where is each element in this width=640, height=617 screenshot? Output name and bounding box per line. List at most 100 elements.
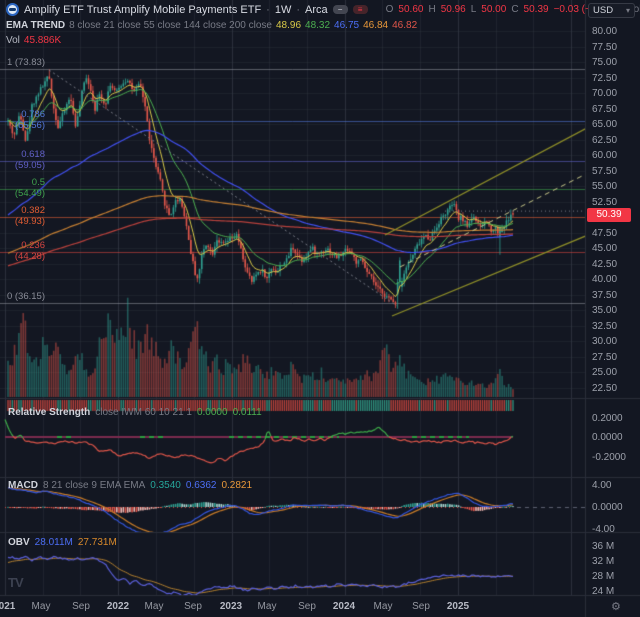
symbol-logo-icon <box>6 3 19 16</box>
rs-value-2: 0.0111 <box>232 407 262 418</box>
macd-params: 8 21 close 9 EMA EMA <box>43 480 146 491</box>
settings-gear-icon[interactable]: ⚙ <box>611 601 621 613</box>
price-tick: 42.50 <box>592 258 618 270</box>
price-tick: 25.00 <box>592 367 618 378</box>
rs-tick: -0.2000 <box>592 451 626 463</box>
interval-label[interactable]: 1W <box>274 3 292 16</box>
price-tick: 35.00 <box>592 305 618 316</box>
macd-tick: 0.0000 <box>592 502 623 513</box>
ema-trend-title: EMA TREND <box>6 20 66 31</box>
price-tick: 70.00 <box>592 88 618 99</box>
rs-title: Relative Strength <box>8 407 91 418</box>
legend-flag-icon[interactable]: ≡ <box>352 5 368 14</box>
low-label: L <box>470 4 477 15</box>
time-axis-label[interactable]: May <box>144 601 164 612</box>
time-axis-label[interactable]: May <box>257 601 277 612</box>
currency-dropdown[interactable]: USD ▾ <box>588 3 635 18</box>
time-axis-label[interactable]: 2022 <box>106 601 130 612</box>
macd-value-signal: 0.2821 <box>221 480 253 491</box>
price-tick: 60.00 <box>592 150 618 161</box>
price-tick: 55.00 <box>592 181 618 192</box>
price-tick: 65.00 <box>592 119 618 130</box>
high-label: H <box>428 4 436 15</box>
price-tick: 45.00 <box>592 243 618 254</box>
ema-value: 48.96 <box>275 20 302 31</box>
price-tick: 30.00 <box>592 336 618 347</box>
obv-tick: 24 M <box>592 586 615 597</box>
price-tick: 75.00 <box>592 57 618 68</box>
fib-level-label: 0.786 (65.56) <box>14 108 45 131</box>
ema-value: 48.32 <box>305 20 331 31</box>
macd-pane-legend: MACD 8 21 close 9 EMA EMA 0.3540 0.6362 … <box>8 480 252 491</box>
macd-title: MACD <box>8 480 38 491</box>
fib-level-label: 0.5 (54.49) <box>14 177 45 200</box>
price-tick: 22.50 <box>592 382 618 394</box>
price-tick: 52.50 <box>592 196 618 208</box>
rs-tick: 0.0000 <box>592 432 623 443</box>
ema-trend-values: 48.96 48.32 46.75 46.84 46.82 <box>276 20 421 31</box>
time-axis-label[interactable]: 021 <box>0 601 16 612</box>
time-axis-label[interactable]: May <box>373 601 393 612</box>
price-tick: 72.50 <box>592 72 618 84</box>
rs-params: close IWM 60 10 21 1 <box>95 407 192 418</box>
legend-minus-icon[interactable]: − <box>332 5 348 14</box>
obv-pane-legend: OBV 28.011M 27.731M <box>8 537 117 548</box>
vol-indicator-value: 45.886K <box>23 35 62 46</box>
macd-value-hist: 0.3540 <box>150 480 181 491</box>
close-value: 50.39 <box>523 4 549 15</box>
ema-trend-params: 8 close 21 close 55 close 144 close 200 … <box>69 20 272 31</box>
open-value: 50.60 <box>398 4 424 15</box>
macd-tick: 4.00 <box>592 480 612 491</box>
ema-value: 46.84 <box>363 20 389 31</box>
rs-value-1: 0.0000 <box>196 407 228 418</box>
ema-value: 46.75 <box>334 20 360 31</box>
exchange-label: Arca <box>305 3 328 16</box>
obv-value-1: 28.011M <box>34 537 73 548</box>
fib-level-label: 0.618 (59.05) <box>14 148 45 171</box>
macd-tick: -4.00 <box>592 524 615 535</box>
price-tick: 37.50 <box>592 289 618 301</box>
fib-level-label: 0 (36.15) <box>6 290 45 302</box>
time-axis-label[interactable]: May <box>31 601 51 612</box>
price-tick: 57.50 <box>592 165 618 177</box>
time-axis-label[interactable]: 2024 <box>332 601 356 612</box>
price-tick: 80.00 <box>592 26 618 37</box>
obv-title: OBV <box>8 537 30 548</box>
close-label: C <box>511 4 519 15</box>
legend: Amplify ETF Trust Amplify Mobile Payment… <box>6 3 640 46</box>
fib-level-label: 0.236 (44.28) <box>14 240 45 263</box>
time-axis-label[interactable]: 2025 <box>446 601 470 612</box>
price-tick: 62.50 <box>592 134 618 146</box>
open-label: O <box>385 4 394 15</box>
time-axis-label[interactable]: 2023 <box>219 601 243 612</box>
vol-indicator-title: Vol <box>6 35 20 46</box>
currency-value: USD <box>593 5 614 16</box>
price-tick: 32.50 <box>592 320 618 332</box>
time-axis-label[interactable]: Sep <box>298 601 316 612</box>
price-tick: 47.50 <box>592 227 618 239</box>
rs-pane-legend: Relative Strength close IWM 60 10 21 1 0… <box>8 407 262 418</box>
macd-value-macd: 0.6362 <box>185 480 217 491</box>
fib-level-label: 1 (73.83) <box>6 57 45 69</box>
obv-tick: 28 M <box>592 571 615 582</box>
obv-tick: 36 M <box>592 541 615 552</box>
high-value: 50.96 <box>440 4 466 15</box>
obv-value-2: 27.731M <box>77 537 117 548</box>
time-axis-label[interactable]: Sep <box>72 601 90 612</box>
obv-tick: 32 M <box>592 556 615 567</box>
chevron-down-icon: ▾ <box>625 6 630 15</box>
price-tick: 27.50 <box>592 351 618 363</box>
fib-level-label: 0.382 (49.93) <box>14 205 45 228</box>
last-price-badge: 50.39 <box>587 207 631 222</box>
rs-tick: 0.2000 <box>592 412 623 424</box>
time-axis-label[interactable]: Sep <box>184 601 202 612</box>
price-tick: 77.50 <box>592 41 618 53</box>
symbol-title[interactable]: Amplify ETF Trust Amplify Mobile Payment… <box>24 3 262 16</box>
low-value: 50.00 <box>481 4 507 15</box>
price-tick: 67.50 <box>592 103 618 115</box>
tradingview-watermark: TV <box>8 575 24 590</box>
ema-value: 46.82 <box>392 20 418 31</box>
time-axis-label[interactable]: Sep <box>412 601 430 612</box>
